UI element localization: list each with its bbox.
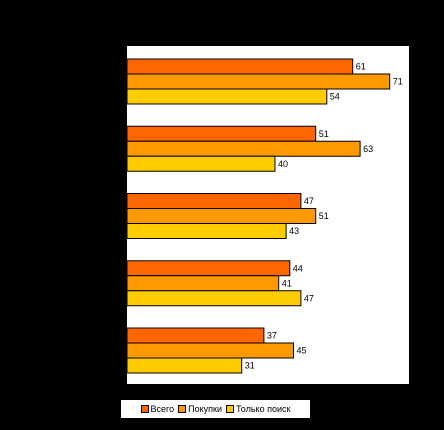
legend-swatch-tolko-poisk xyxy=(226,405,235,413)
legend-label-pokupki: Покупки xyxy=(188,404,223,414)
value-label-vsego-5: 37 xyxy=(267,331,277,341)
legend-label-tolko-poisk: Только поиск xyxy=(236,404,291,414)
bars-group: 61 51 47 44 37 71 63 51 41 45 54 40 43 47 31 xyxy=(126,58,403,374)
bar-vsego-4 xyxy=(126,260,291,277)
legend-item-tolko-poisk: Только поиск xyxy=(226,404,290,414)
value-label-vsego-1: 61 xyxy=(356,62,366,72)
bar-pokupki-1 xyxy=(126,73,391,90)
bar-tolko-poisk-1 xyxy=(126,88,328,105)
value-label-pokupki-4: 41 xyxy=(282,278,292,288)
bar-pokupki-4 xyxy=(126,275,280,292)
bar-vsego-2 xyxy=(126,125,317,142)
bar-vsego-3 xyxy=(126,193,302,209)
bar-tolko-poisk-2 xyxy=(126,155,276,172)
bar-pokupki-2 xyxy=(126,140,361,157)
value-label-tolko-poisk-4: 47 xyxy=(304,293,314,303)
legend-item-vsego: Всего xyxy=(140,404,175,414)
value-label-vsego-2: 51 xyxy=(319,129,329,139)
bar-vsego-5 xyxy=(126,327,265,344)
bar-tolko-poisk-4 xyxy=(126,290,302,307)
legend-label-vsego: Всего xyxy=(150,404,175,414)
bar-vsego-1 xyxy=(126,58,354,75)
value-label-tolko-poisk-1: 54 xyxy=(330,92,340,102)
value-label-pokupki-1: 71 xyxy=(393,77,403,87)
value-label-pokupki-3: 51 xyxy=(319,211,329,221)
legend-swatch-vsego xyxy=(140,405,149,413)
value-label-tolko-poisk-5: 31 xyxy=(245,361,255,371)
legend-swatch-pokupki xyxy=(178,405,187,413)
bar-tolko-poisk-3 xyxy=(126,223,287,239)
legend-item-pokupki: Покупки xyxy=(178,404,222,414)
bar-tolko-poisk-5 xyxy=(126,357,243,374)
value-label-tolko-poisk-2: 40 xyxy=(278,159,288,169)
legend: Всего Покупки Только поиск xyxy=(120,399,311,419)
value-label-pokupki-2: 63 xyxy=(363,144,373,154)
value-label-tolko-poisk-3: 43 xyxy=(289,226,299,236)
value-label-vsego-3: 47 xyxy=(304,196,314,206)
bar-pokupki-5 xyxy=(126,342,294,359)
value-label-vsego-4: 44 xyxy=(293,263,303,273)
bar-pokupki-3 xyxy=(126,208,317,224)
value-label-pokupki-5: 45 xyxy=(297,346,307,356)
